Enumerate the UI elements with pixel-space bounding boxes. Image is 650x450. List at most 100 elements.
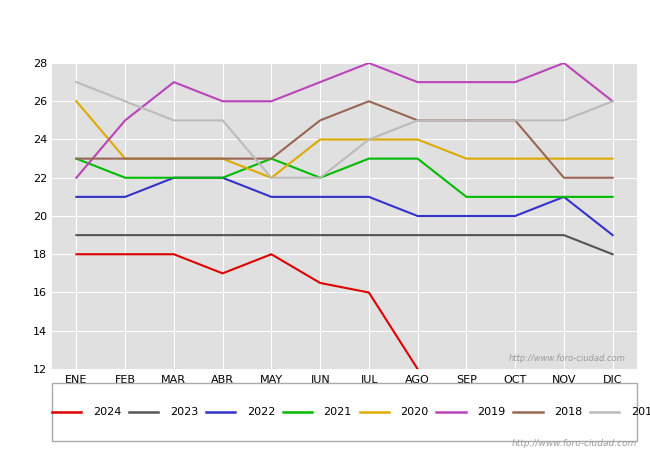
2020 [268, 175, 276, 180]
Line: 2024: 2024 [77, 254, 417, 369]
2018 [413, 117, 421, 123]
2021 [511, 194, 519, 200]
Line: 2017: 2017 [77, 82, 612, 178]
2022 [268, 194, 276, 200]
2019 [463, 79, 471, 85]
2019 [316, 79, 324, 85]
2024 [72, 252, 81, 257]
2018 [72, 156, 81, 162]
Line: 2023: 2023 [77, 235, 612, 254]
Text: 2022: 2022 [247, 407, 275, 417]
2017 [316, 175, 324, 180]
2021 [316, 175, 324, 180]
2018 [170, 156, 178, 162]
2017 [413, 117, 421, 123]
2019 [413, 79, 421, 85]
2020 [560, 156, 568, 162]
Text: 2024: 2024 [93, 407, 122, 417]
2023 [218, 232, 227, 238]
2018 [365, 99, 373, 104]
2017 [170, 117, 178, 123]
2017 [268, 175, 276, 180]
2019 [72, 175, 81, 180]
Text: 2017: 2017 [631, 407, 650, 417]
2023 [72, 232, 81, 238]
2020 [608, 156, 616, 162]
2021 [121, 175, 129, 180]
2024 [170, 252, 178, 257]
Text: 2020: 2020 [400, 407, 429, 417]
2022 [72, 194, 81, 200]
Text: 2019: 2019 [477, 407, 506, 417]
2023 [463, 232, 471, 238]
2023 [365, 232, 373, 238]
2020 [365, 137, 373, 142]
2021 [608, 194, 616, 200]
2024 [365, 290, 373, 295]
2019 [365, 60, 373, 66]
2017 [463, 117, 471, 123]
2021 [268, 156, 276, 162]
2019 [170, 79, 178, 85]
2023 [560, 232, 568, 238]
Text: http://www.foro-ciudad.com: http://www.foro-ciudad.com [512, 439, 637, 448]
2024 [413, 366, 421, 372]
2021 [365, 156, 373, 162]
2019 [560, 60, 568, 66]
2022 [463, 213, 471, 219]
2017 [608, 99, 616, 104]
2024 [121, 252, 129, 257]
2019 [121, 117, 129, 123]
2023 [121, 232, 129, 238]
2021 [413, 156, 421, 162]
2022 [121, 194, 129, 200]
2021 [560, 194, 568, 200]
2022 [560, 194, 568, 200]
Text: 2021: 2021 [324, 407, 352, 417]
2018 [560, 175, 568, 180]
2018 [121, 156, 129, 162]
2021 [463, 194, 471, 200]
2017 [218, 117, 227, 123]
2019 [511, 79, 519, 85]
2018 [511, 117, 519, 123]
2024 [218, 270, 227, 276]
Text: Afiliados en Chamartín a 31/8/2024: Afiliados en Chamartín a 31/8/2024 [147, 18, 503, 36]
2019 [218, 99, 227, 104]
2023 [268, 232, 276, 238]
2020 [218, 156, 227, 162]
2024 [316, 280, 324, 286]
Line: 2021: 2021 [77, 159, 612, 197]
2018 [268, 156, 276, 162]
2021 [170, 175, 178, 180]
2022 [170, 175, 178, 180]
2022 [413, 213, 421, 219]
Line: 2018: 2018 [77, 101, 612, 178]
2022 [511, 213, 519, 219]
2019 [608, 99, 616, 104]
2022 [316, 194, 324, 200]
2023 [511, 232, 519, 238]
2018 [316, 117, 324, 123]
Text: 2018: 2018 [554, 407, 582, 417]
2022 [218, 175, 227, 180]
2022 [365, 194, 373, 200]
2021 [218, 175, 227, 180]
2018 [608, 175, 616, 180]
2021 [72, 156, 81, 162]
2017 [121, 99, 129, 104]
FancyBboxPatch shape [52, 382, 637, 441]
Text: http://www.foro-ciudad.com: http://www.foro-ciudad.com [508, 354, 625, 363]
2017 [72, 79, 81, 85]
2023 [608, 252, 616, 257]
2020 [413, 137, 421, 142]
2024 [268, 252, 276, 257]
2020 [121, 156, 129, 162]
2017 [365, 137, 373, 142]
2023 [413, 232, 421, 238]
2020 [316, 137, 324, 142]
2023 [316, 232, 324, 238]
Line: 2019: 2019 [77, 63, 612, 178]
2020 [72, 99, 81, 104]
2020 [463, 156, 471, 162]
